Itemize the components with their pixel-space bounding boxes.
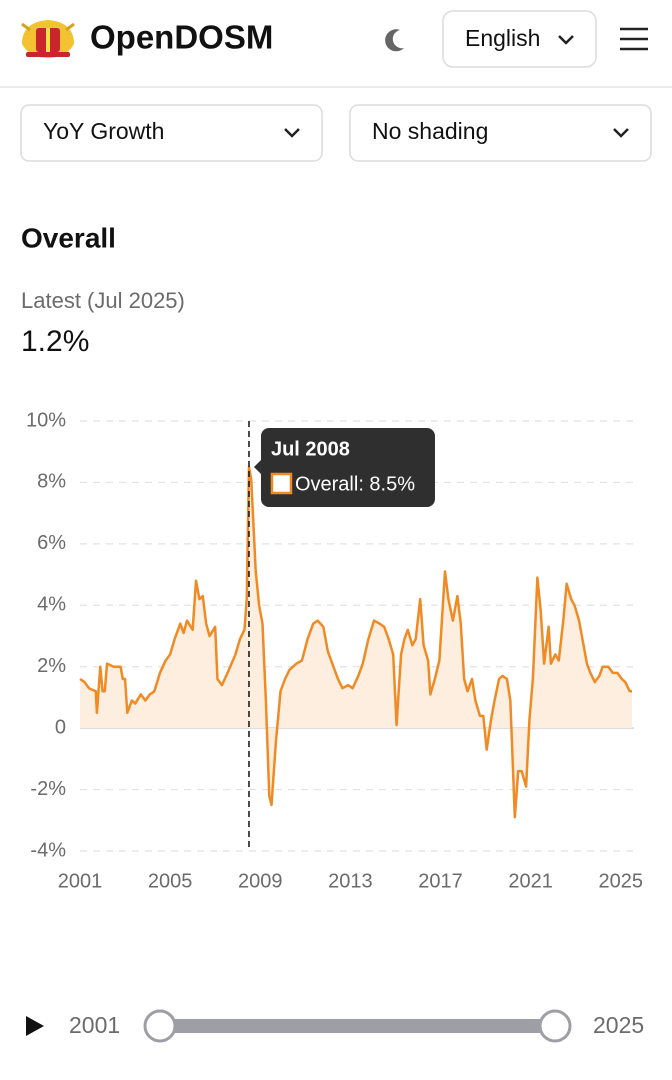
menu-button[interactable] xyxy=(620,27,648,51)
chevron xyxy=(613,128,629,138)
slider-end-label: 2025 xyxy=(593,1012,644,1038)
x-tick-label: 2001 xyxy=(58,870,103,892)
slider-track[interactable] xyxy=(160,1019,555,1033)
x-tick-label: 2009 xyxy=(238,870,283,892)
chevron xyxy=(284,128,300,138)
tooltip-arrow xyxy=(253,460,261,474)
play-button[interactable] xyxy=(26,1016,44,1036)
x-tick-label: 2013 xyxy=(328,870,373,892)
y-tick-label: 0 xyxy=(55,716,66,738)
chevron xyxy=(558,35,574,45)
y-tick-label: -2% xyxy=(30,778,66,800)
theme-toggle[interactable] xyxy=(385,29,404,52)
y-tick-label: 2% xyxy=(37,655,66,677)
language-label: English xyxy=(465,25,540,51)
measure-label: YoY Growth xyxy=(43,118,164,144)
x-tick-label: 2025 xyxy=(598,870,643,892)
tooltip-title: Jul 2008 xyxy=(271,438,350,460)
logo[interactable] xyxy=(21,20,75,58)
tooltip-text: Overall: 8.5% xyxy=(295,473,415,495)
y-tick-label: 10% xyxy=(26,409,66,431)
y-tick-label: 6% xyxy=(37,532,66,554)
series-area xyxy=(80,467,632,818)
shading-label: No shading xyxy=(372,118,488,144)
x-tick-label: 2017 xyxy=(418,870,463,892)
slider-start-label: 2001 xyxy=(69,1012,120,1038)
slider-handle-start[interactable] xyxy=(143,1009,177,1043)
y-tick-label: 8% xyxy=(37,471,66,493)
shading-select[interactable] xyxy=(349,104,652,162)
latest-value: 1.2% xyxy=(21,325,89,358)
chart-title: Overall xyxy=(21,222,116,253)
brand[interactable]: OpenDOSM xyxy=(90,19,273,56)
language-button[interactable] xyxy=(442,10,597,68)
tooltip-swatch xyxy=(270,472,293,495)
chart: -4% -2% 0 2% 4% 6% 8% 10% 2001 2005 2009 2013 2017 20… xyxy=(26,409,643,892)
y-tick-label: 4% xyxy=(37,594,66,616)
series-line xyxy=(79,465,632,819)
slider-handle-end[interactable] xyxy=(538,1009,572,1043)
latest-label: Latest (Jul 2025) xyxy=(21,288,185,313)
y-tick-label: -4% xyxy=(30,839,66,861)
app-header: OpenDOSM English xyxy=(0,10,672,88)
tooltip xyxy=(260,428,435,507)
measure-select[interactable] xyxy=(20,104,323,162)
x-tick-label: 2005 xyxy=(148,870,193,892)
x-tick-label: 2021 xyxy=(508,870,553,892)
